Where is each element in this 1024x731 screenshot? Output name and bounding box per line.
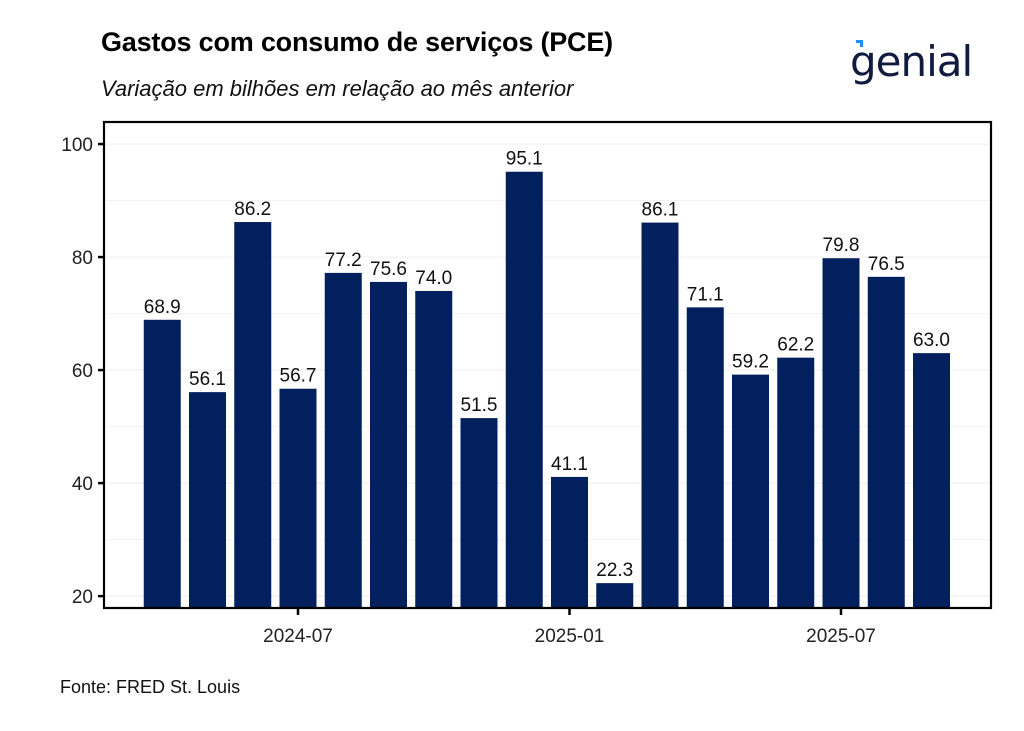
data-label-2025-05: 59.2: [732, 352, 769, 373]
data-label-2024-11: 51.5: [461, 395, 498, 416]
data-label-2024-08: 77.2: [325, 250, 362, 271]
chart-title: Gastos com consumo de serviços (PCE): [101, 27, 613, 57]
bar-2024-04: [143, 319, 181, 608]
bar-2024-11: [460, 418, 498, 608]
x-tick-label: 2025-01: [535, 626, 605, 647]
bar-2024-05: [189, 392, 226, 608]
bar-2025-05: [732, 374, 769, 608]
x-tick-label: 2024-07: [263, 626, 333, 647]
data-label-2024-12: 95.1: [506, 149, 543, 170]
bar-2025-01: [551, 476, 588, 608]
data-label-2025-08: 76.5: [868, 254, 905, 275]
data-label-2025-06: 62.2: [777, 335, 814, 356]
chart-subtitle: Variação em bilhões em relação ao mês an…: [101, 76, 574, 101]
logo-text: genial: [850, 37, 972, 86]
data-label-2024-04: 68.9: [144, 297, 181, 318]
data-label-2024-07: 56.7: [280, 366, 317, 387]
bar-2024-08: [324, 272, 362, 608]
data-label-2025-09: 63.0: [913, 330, 950, 351]
genial-logo: genial: [850, 37, 973, 86]
data-label-2025-04: 71.1: [687, 284, 724, 305]
bar-2024-09: [370, 281, 407, 608]
bar-2025-06: [777, 357, 815, 608]
bars: [143, 171, 950, 609]
bar-2025-09: [913, 353, 950, 608]
bar-2024-06: [234, 222, 272, 608]
data-label-2024-06: 86.2: [234, 199, 271, 220]
data-label-2024-05: 56.1: [189, 369, 226, 390]
plot-frame: [102, 120, 993, 610]
data-label-2025-01: 41.1: [551, 454, 588, 475]
bar-2025-07: [822, 258, 860, 608]
x-tick-label: 2025-07: [806, 626, 876, 647]
bar-2025-04: [686, 307, 724, 608]
y-tick-label: 100: [61, 135, 93, 156]
bar-2025-08: [867, 276, 905, 608]
logo-accent-icon: [856, 40, 863, 47]
bar-2024-10: [415, 290, 453, 608]
y-tick-label: 40: [72, 474, 93, 495]
x-axis: 2024-07 2025-01 2025-07: [263, 608, 876, 647]
bar-2024-07: [279, 388, 317, 608]
bar-2024-12: [505, 171, 543, 609]
data-label-2025-02: 22.3: [596, 560, 633, 581]
y-tick-label: 20: [72, 587, 93, 608]
data-label-2024-10: 74.0: [415, 268, 452, 289]
data-labels: 68.9 56.1 86.2 56.7 77.2 75.6 74.0 51.5 95.1 41.1…: [144, 149, 950, 581]
data-label-2024-09: 75.6: [370, 259, 407, 280]
bar-2025-03: [641, 222, 679, 608]
source-note: Fonte: FRED St. Louis: [60, 677, 241, 697]
y-axis: 20 40 60 80 100: [61, 135, 104, 608]
y-tick-label: 60: [72, 361, 93, 382]
y-tick-label: 80: [72, 248, 93, 269]
data-label-2025-07: 79.8: [823, 235, 860, 256]
bar-2025-02: [596, 583, 634, 608]
data-label-2025-03: 86.1: [642, 200, 679, 221]
